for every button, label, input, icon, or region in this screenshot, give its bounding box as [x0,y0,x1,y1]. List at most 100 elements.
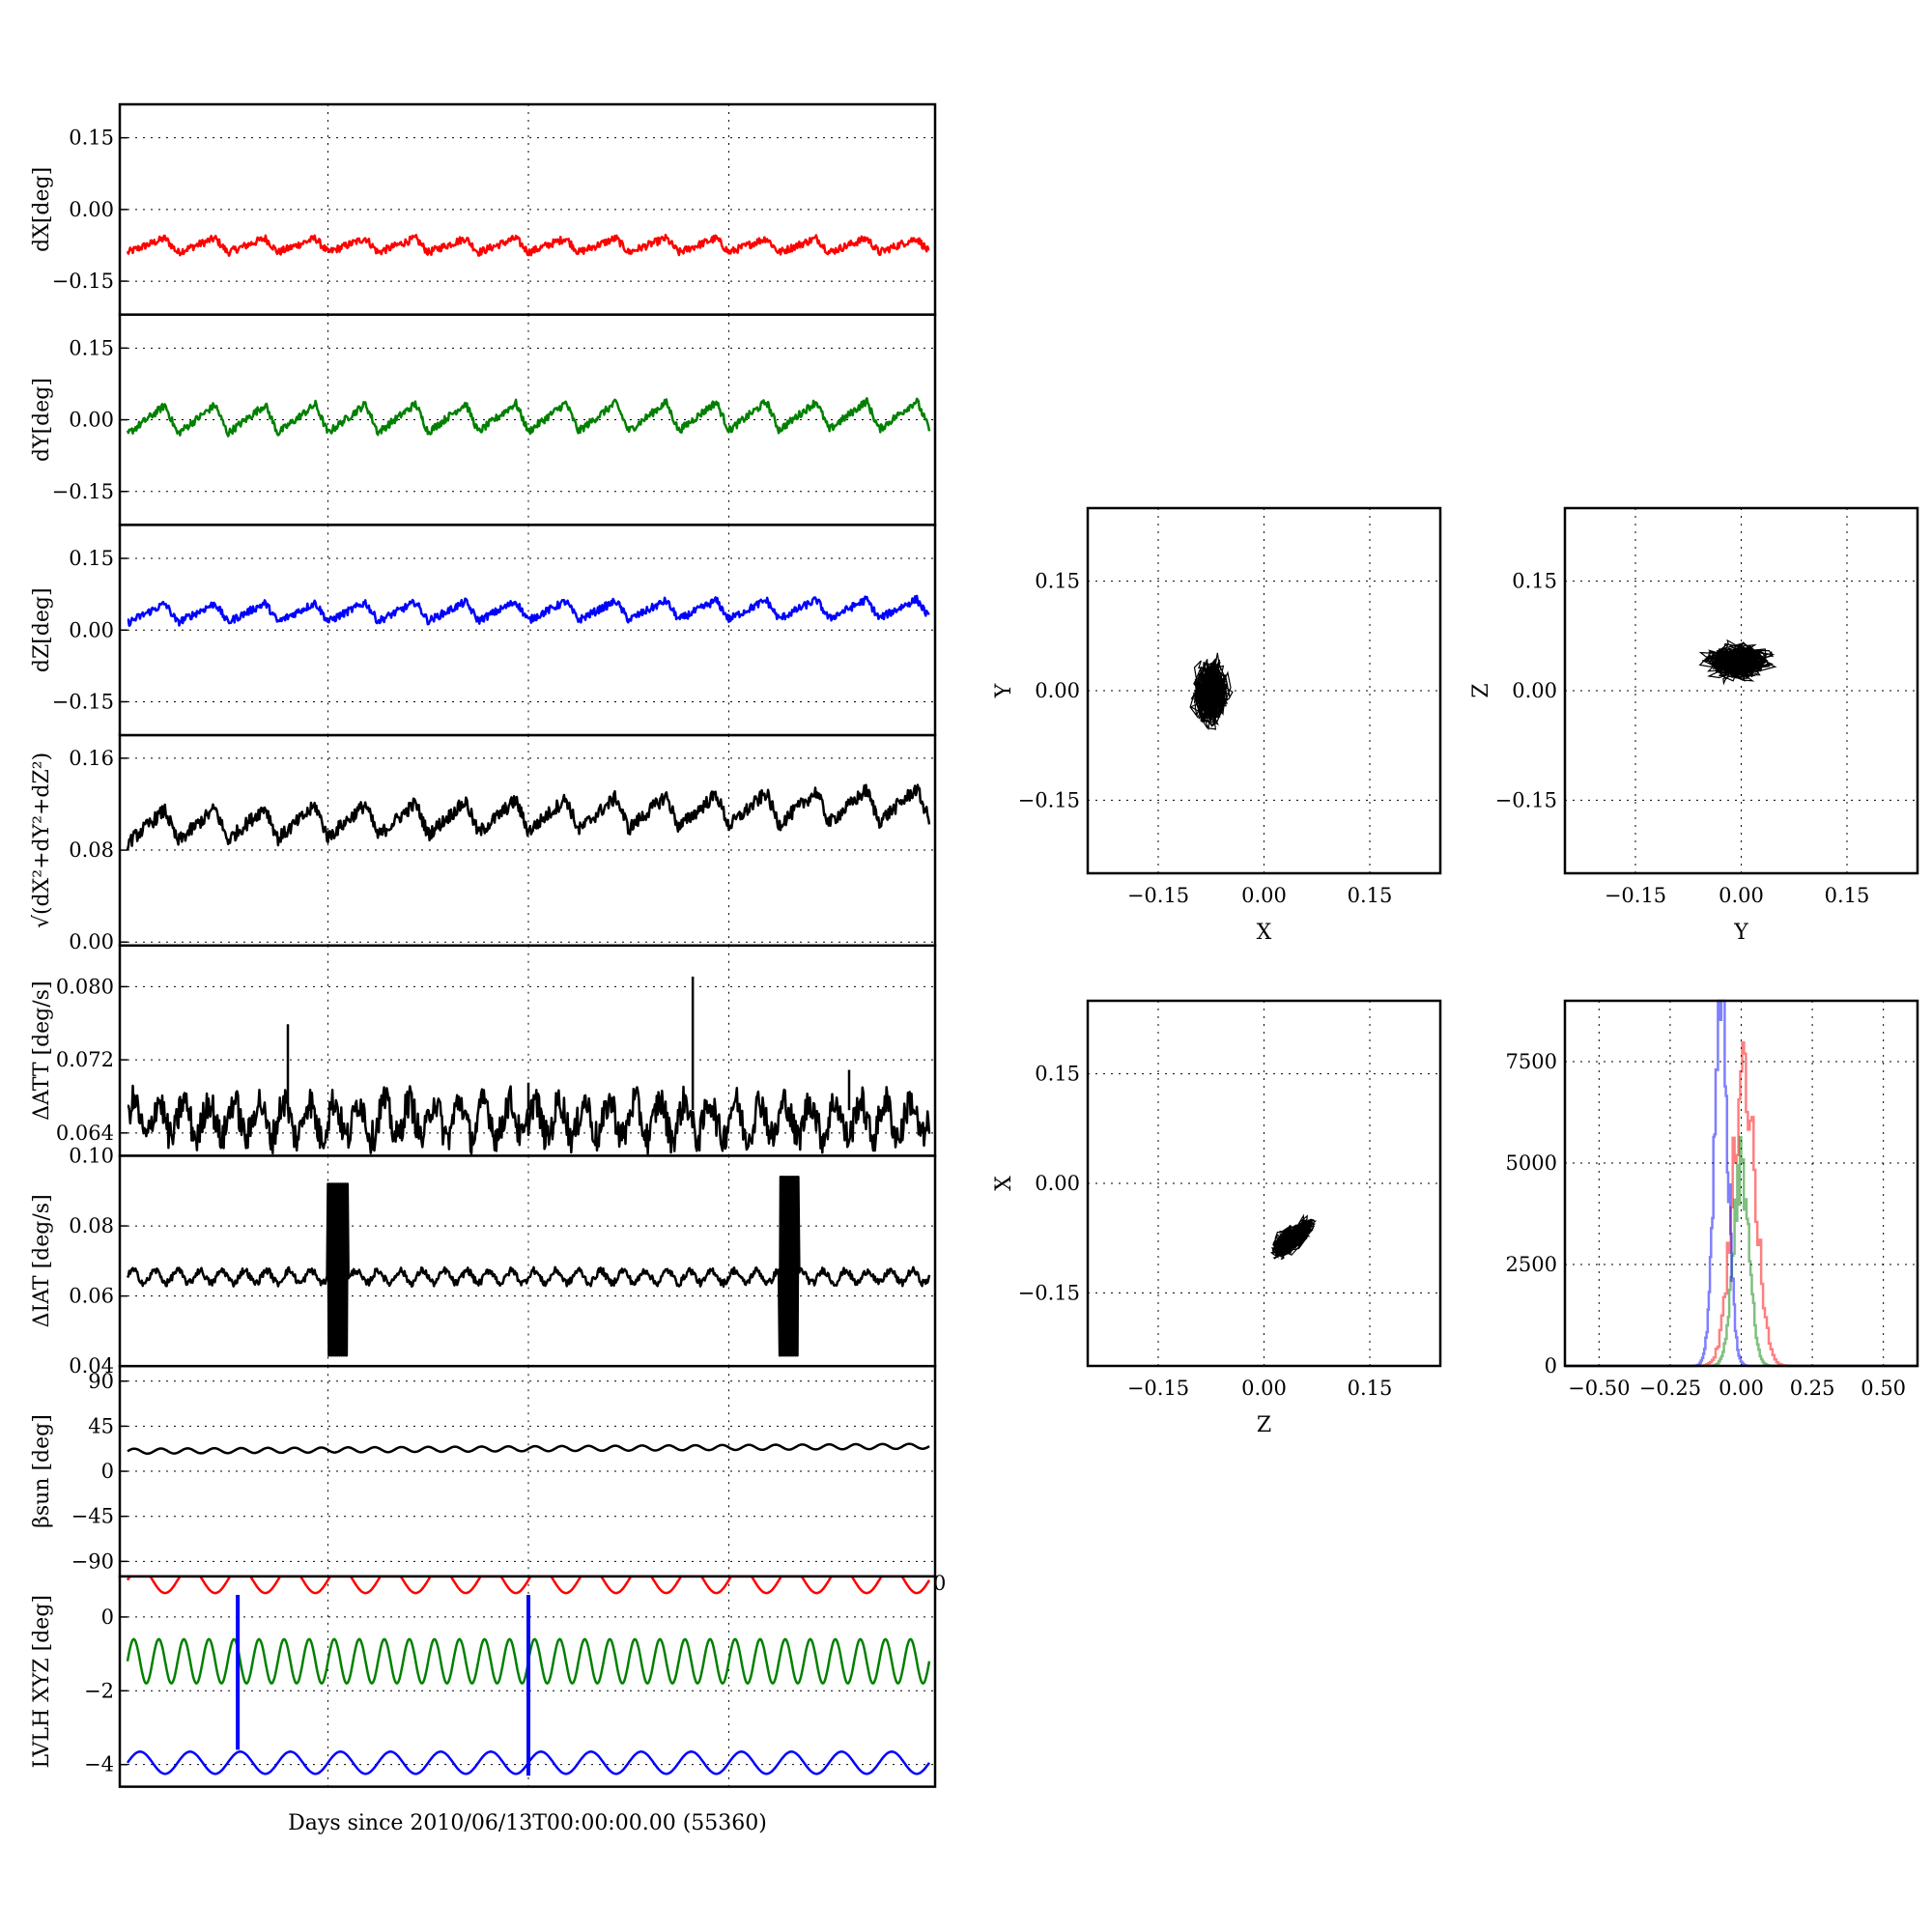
y-tick-label: 2500 [1506,1253,1557,1276]
plot-frame [1086,506,1442,875]
y-axis-label: Y [992,683,1016,698]
y-axis-label: Z [1469,683,1493,697]
y-tick-label: 0 [1545,1354,1557,1378]
panel-lvlh: 0 −2 −4 0 LVLH XYZ [deg] [30,1572,946,1788]
trajectory-points [1270,1213,1318,1261]
y-axis-label: dX[deg] [30,167,54,252]
plot-area [120,1155,935,1367]
y-tick-label: −0.15 [1018,1281,1080,1304]
y-tick-label: 0.00 [1035,1172,1080,1195]
x-axis-label: X [1257,921,1272,945]
y-tick-label: 90 [88,1370,114,1393]
trajectory-points [1189,652,1234,731]
y-tick-label: −0.15 [52,480,114,503]
x-tick-label: −0.50 [1568,1377,1630,1400]
x-tick-label: 0.00 [1241,884,1287,907]
y-tick-label: −2 [84,1679,114,1702]
y-tick-label: 0.08 [69,1214,114,1237]
scatter-yz: −0.15 0.00 0.15 0.15 0.00 −0.15 Y Z [1469,506,1919,945]
plot-frame [118,1575,937,1788]
x-tick-label: 0.15 [1348,1377,1393,1400]
series-line [126,233,930,257]
plot-frame [1086,999,1442,1368]
y-tick-label: 0.00 [69,198,114,221]
y-tick-label: 0.06 [69,1285,114,1308]
y-axis-label: dY[deg] [30,378,54,462]
y-axis-label: ΔIAT [deg/s] [30,1194,54,1327]
trajectory-points [1698,639,1777,686]
y-axis-label: LVLH XYZ [deg] [30,1595,54,1769]
y-tick-label: 0.16 [69,747,114,770]
y-axis-label: βsun [deg] [30,1414,54,1528]
y-tick-label: −90 [71,1549,114,1573]
x-tick-label: 0.50 [1861,1377,1906,1400]
y-tick-label: 0.00 [1512,679,1557,702]
corner-tick-label: 0 [933,1572,946,1595]
histogram-series [1565,999,1918,1368]
panel-dy: 0.15 0.00 −0.15 dY[deg] [30,313,937,526]
x-tick-label: 0.00 [1719,1377,1764,1400]
plot-area [120,735,935,946]
panel-beta: 90 45 0 −45 −90 βsun [deg] [30,1364,937,1578]
x-tick-label: −0.15 [1127,1377,1189,1400]
y-tick-label: 0.15 [69,336,114,359]
x-axis-label: Y [1733,921,1748,945]
x-tick-label: −0.15 [1605,884,1666,907]
plot-frame [1563,506,1919,875]
x-tick-label: −0.15 [1127,884,1189,907]
y-tick-label: 0 [101,1460,114,1483]
panel-norm: 0.16 0.08 0.00 √(dX²+dY²+dZ²) [30,733,937,953]
y-tick-label: −4 [84,1753,114,1776]
time-series-stack: 0.15 0.00 −0.15 dX[deg] 0.15 0.00 −0.15 dY[deg… [30,102,946,1835]
histogram-series [1565,1040,1918,1368]
histogram-panel: −0.50 −0.25 0.00 0.25 0.50 7500 5000 2500 0 [1506,999,1919,1400]
y-axis-label: ΔATT [deg/s] [30,980,54,1120]
y-axis-label: dZ[deg] [30,587,54,672]
y-tick-label: −45 [71,1505,114,1528]
series-line [126,1176,931,1357]
scatter-zx: −0.15 0.00 0.15 0.15 0.00 −0.15 Z X [992,999,1442,1437]
plot-area [120,1366,935,1577]
y-tick-label: 7500 [1506,1050,1557,1073]
y-tick-label: 5000 [1506,1151,1557,1175]
panel-dz: 0.15 0.00 −0.15 dZ[deg] [30,524,937,737]
plot-area [120,104,935,315]
y-axis-label: X [992,1176,1016,1191]
x-tick-label: 0.00 [1719,884,1764,907]
plot-area [120,525,935,736]
y-tick-label: 0.00 [69,618,114,641]
x-tick-label: −0.25 [1639,1377,1701,1400]
panel-diat: 0.10 0.08 0.06 0.04 ΔIAT [deg/s] [30,1145,937,1378]
y-tick-label: 0.00 [1035,679,1080,702]
y-tick-label: 0.15 [1035,1063,1080,1086]
x-tick-label: 0.00 [1241,1377,1287,1400]
y-tick-label: 0 [101,1605,114,1629]
x-tick-label: 0.15 [1348,884,1393,907]
y-tick-label: 0.00 [69,930,114,953]
y-tick-label: −0.15 [52,270,114,293]
x-axis-label: Z [1257,1413,1271,1437]
y-tick-label: 0.15 [69,127,114,150]
y-tick-label: 0.04 [69,1354,114,1378]
y-tick-label: −0.15 [1018,788,1080,811]
y-tick-label: 0.10 [69,1145,114,1168]
y-axis-label: √(dX²+dY²+dZ²) [30,753,54,928]
x-tick-label: 0.15 [1825,884,1870,907]
histogram-series [1565,1135,1918,1368]
series-line [126,783,931,851]
series-line [126,397,931,438]
y-tick-label: 0.15 [1512,570,1557,593]
y-tick-label: 0.00 [69,409,114,432]
y-tick-label: 0.072 [56,1048,114,1071]
y-tick-label: −0.15 [52,690,114,713]
plot-frame [1563,999,1919,1368]
y-tick-label: 45 [88,1414,114,1437]
y-tick-label: 0.15 [1035,570,1080,593]
y-tick-label: −0.15 [1495,788,1557,811]
y-tick-label: 0.15 [69,547,114,570]
scatter-xy: −0.15 0.00 0.15 0.15 0.00 −0.15 X Y [992,506,1442,945]
panel-dx: 0.15 0.00 −0.15 dX[deg] [30,102,937,316]
time-axis-label: Days since 2010/06/13T00:00:00.00 (55360… [288,1811,767,1835]
